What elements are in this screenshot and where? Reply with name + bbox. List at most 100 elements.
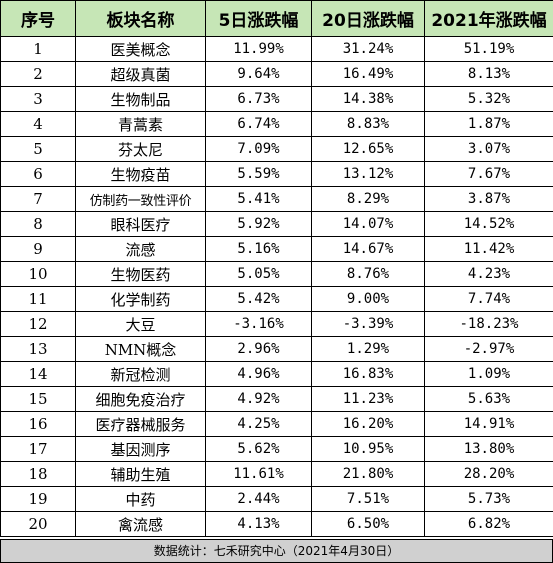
cell-index: 20 xyxy=(0,511,76,537)
cell-2021-change: 7.74% xyxy=(424,286,553,312)
cell-5day-change: 2.96% xyxy=(205,336,312,362)
cell-index: 12 xyxy=(0,311,76,337)
cell-2021-change: 6.82% xyxy=(424,511,553,537)
cell-20day-change: 14.38% xyxy=(311,86,425,112)
header-sector-name: 板块名称 xyxy=(75,0,206,37)
cell-sector-name: 细胞免疫治疗 xyxy=(75,386,206,412)
cell-sector-name: 辅助生殖 xyxy=(75,461,206,487)
header-index: 序号 xyxy=(0,0,76,37)
cell-2021-change: 13.80% xyxy=(424,436,553,462)
cell-5day-change: 4.25% xyxy=(205,411,312,437)
sector-table: 序号 板块名称 5日涨跌幅 20日涨跌幅 2021年涨跌幅 1 医美概念 11.99… xyxy=(0,0,553,537)
table-row: 12 大豆 -3.16% -3.39% -18.23% xyxy=(0,311,553,337)
cell-sector-name: 青蒿素 xyxy=(75,111,206,137)
source-footnote: 数据统计：七禾研究中心（2021年4月30日） xyxy=(0,539,553,563)
table-row: 11 化学制药 5.42% 9.00% 7.74% xyxy=(0,286,553,312)
table-row: 16 医疗器械服务 4.25% 16.20% 14.91% xyxy=(0,411,553,437)
cell-2021-change: 3.87% xyxy=(424,186,553,212)
table-body: 1 医美概念 11.99% 31.24% 51.19% 2 超级真菌 9.64% 16.49% 8… xyxy=(0,36,553,537)
cell-sector-name: 医疗器械服务 xyxy=(75,411,206,437)
cell-2021-change: 7.67% xyxy=(424,161,553,187)
cell-20day-change: 31.24% xyxy=(311,36,425,62)
cell-sector-name: 仿制药一致性评价 xyxy=(75,186,206,212)
cell-index: 18 xyxy=(0,461,76,487)
header-row: 序号 板块名称 5日涨跌幅 20日涨跌幅 2021年涨跌幅 xyxy=(0,0,553,37)
table-row: 5 芬太尼 7.09% 12.65% 3.07% xyxy=(0,136,553,162)
table-row: 17 基因测序 5.62% 10.95% 13.80% xyxy=(0,436,553,462)
cell-20day-change: 14.67% xyxy=(311,236,425,262)
cell-index: 9 xyxy=(0,236,76,262)
table-row: 8 眼科医疗 5.92% 14.07% 14.52% xyxy=(0,211,553,237)
table-row: 13 NMN概念 2.96% 1.29% -2.97% xyxy=(0,336,553,362)
header-20day-change: 20日涨跌幅 xyxy=(311,0,425,37)
cell-20day-change: 14.07% xyxy=(311,211,425,237)
cell-2021-change: 51.19% xyxy=(424,36,553,62)
cell-5day-change: 9.64% xyxy=(205,61,312,87)
cell-index: 8 xyxy=(0,211,76,237)
cell-20day-change: -3.39% xyxy=(311,311,425,337)
cell-20day-change: 10.95% xyxy=(311,436,425,462)
cell-5day-change: 4.96% xyxy=(205,361,312,387)
table-row: 3 生物制品 6.73% 14.38% 5.32% xyxy=(0,86,553,112)
cell-2021-change: 14.91% xyxy=(424,411,553,437)
cell-5day-change: 5.62% xyxy=(205,436,312,462)
cell-20day-change: 21.80% xyxy=(311,461,425,487)
cell-5day-change: 5.41% xyxy=(205,186,312,212)
cell-sector-name: 超级真菌 xyxy=(75,61,206,87)
cell-sector-name: 生物疫苗 xyxy=(75,161,206,187)
cell-index: 17 xyxy=(0,436,76,462)
cell-5day-change: 5.42% xyxy=(205,286,312,312)
table-row: 20 禽流感 4.13% 6.50% 6.82% xyxy=(0,511,553,537)
cell-5day-change: 11.61% xyxy=(205,461,312,487)
cell-index: 3 xyxy=(0,86,76,112)
cell-sector-name: 化学制药 xyxy=(75,286,206,312)
cell-20day-change: 13.12% xyxy=(311,161,425,187)
cell-index: 13 xyxy=(0,336,76,362)
cell-sector-name: 眼科医疗 xyxy=(75,211,206,237)
cell-index: 5 xyxy=(0,136,76,162)
cell-sector-name: NMN概念 xyxy=(75,336,206,362)
cell-sector-name: 生物医药 xyxy=(75,261,206,287)
cell-2021-change: 28.20% xyxy=(424,461,553,487)
cell-index: 2 xyxy=(0,61,76,87)
cell-sector-name: 禽流感 xyxy=(75,511,206,537)
cell-20day-change: 8.83% xyxy=(311,111,425,137)
cell-sector-name: 新冠检测 xyxy=(75,361,206,387)
cell-5day-change: 7.09% xyxy=(205,136,312,162)
cell-2021-change: -2.97% xyxy=(424,336,553,362)
cell-index: 15 xyxy=(0,386,76,412)
cell-20day-change: 8.76% xyxy=(311,261,425,287)
cell-20day-change: 16.20% xyxy=(311,411,425,437)
cell-5day-change: 5.05% xyxy=(205,261,312,287)
cell-2021-change: 8.13% xyxy=(424,61,553,87)
cell-index: 4 xyxy=(0,111,76,137)
table-row: 4 青蒿素 6.74% 8.83% 1.87% xyxy=(0,111,553,137)
cell-20day-change: 16.49% xyxy=(311,61,425,87)
cell-5day-change: 2.44% xyxy=(205,486,312,512)
cell-index: 6 xyxy=(0,161,76,187)
cell-20day-change: 12.65% xyxy=(311,136,425,162)
cell-5day-change: 5.59% xyxy=(205,161,312,187)
table-row: 6 生物疫苗 5.59% 13.12% 7.67% xyxy=(0,161,553,187)
cell-sector-name: 生物制品 xyxy=(75,86,206,112)
cell-20day-change: 6.50% xyxy=(311,511,425,537)
cell-5day-change: 6.73% xyxy=(205,86,312,112)
cell-index: 14 xyxy=(0,361,76,387)
cell-5day-change: -3.16% xyxy=(205,311,312,337)
cell-index: 19 xyxy=(0,486,76,512)
cell-20day-change: 11.23% xyxy=(311,386,425,412)
cell-2021-change: 4.23% xyxy=(424,261,553,287)
table-row: 2 超级真菌 9.64% 16.49% 8.13% xyxy=(0,61,553,87)
cell-2021-change: 1.87% xyxy=(424,111,553,137)
cell-index: 16 xyxy=(0,411,76,437)
table-row: 10 生物医药 5.05% 8.76% 4.23% xyxy=(0,261,553,287)
cell-2021-change: 5.32% xyxy=(424,86,553,112)
cell-20day-change: 1.29% xyxy=(311,336,425,362)
cell-2021-change: -18.23% xyxy=(424,311,553,337)
table-row: 9 流感 5.16% 14.67% 11.42% xyxy=(0,236,553,262)
table-row: 18 辅助生殖 11.61% 21.80% 28.20% xyxy=(0,461,553,487)
cell-index: 10 xyxy=(0,261,76,287)
cell-5day-change: 6.74% xyxy=(205,111,312,137)
cell-2021-change: 3.07% xyxy=(424,136,553,162)
